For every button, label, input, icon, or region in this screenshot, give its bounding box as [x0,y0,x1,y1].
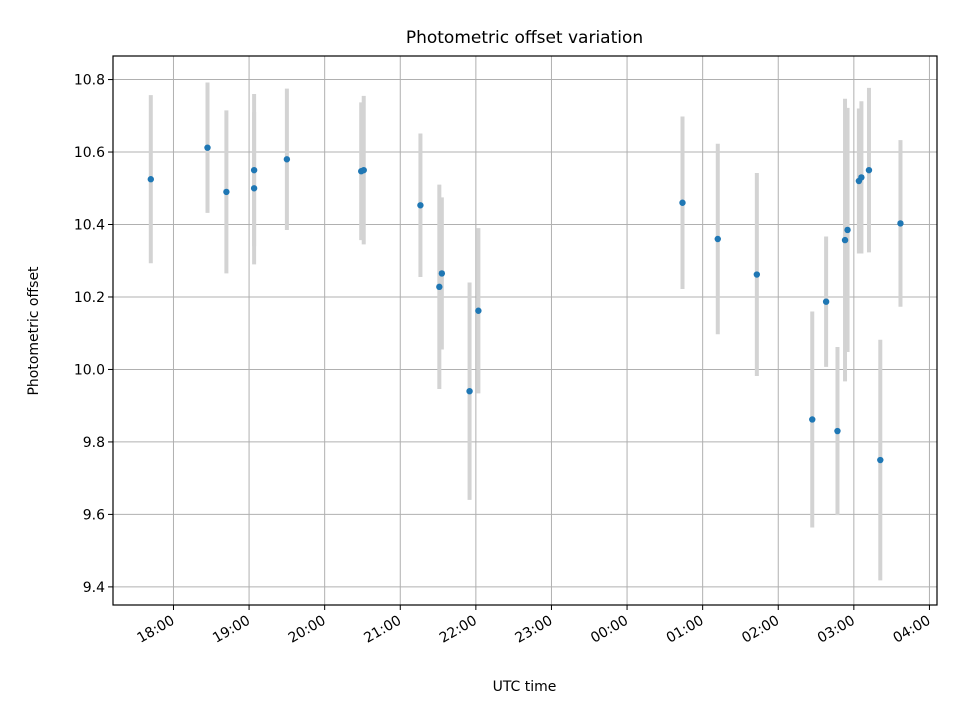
data-point [204,144,211,151]
y-tick-label: 10.0 [74,362,105,378]
data-point [841,236,849,244]
data-point [877,456,884,464]
y-tick-label: 9.4 [83,580,105,596]
y-axis-label: Photometric offset [26,266,42,396]
data-point [475,307,482,314]
data-point [858,174,865,181]
data-point [844,226,851,234]
x-axis-label: UTC time [493,679,557,695]
y-tick-label: 10.2 [74,290,105,306]
data-point [809,416,816,423]
data-point [250,185,258,192]
data-point [417,202,424,209]
data-point [283,156,291,163]
data-points [147,144,904,464]
data-point [822,298,830,305]
data-point [714,235,721,243]
data-point [466,387,473,395]
data-point [436,283,443,291]
y-tick-label: 10.6 [74,145,105,161]
data-point [865,166,873,174]
y-axis-ticks: 9.4 9.6 9.8 10.0 10.2 10.4 10.6 10.8 [74,73,113,596]
data-point [897,220,904,227]
data-point [360,166,367,174]
y-tick-label: 9.6 [83,507,105,523]
grid [113,56,937,605]
plot-frame [112,55,938,606]
data-point [438,270,446,277]
data-point [834,427,841,435]
data-point [679,199,686,206]
y-tick-label: 10.8 [74,73,105,89]
data-point [250,166,258,174]
data-point [223,188,230,196]
y-tick-label: 9.8 [83,435,105,451]
chart-title: Photometric offset variation [406,28,643,48]
data-point [753,271,761,278]
y-tick-label: 10.4 [74,218,105,234]
data-point [147,176,154,183]
